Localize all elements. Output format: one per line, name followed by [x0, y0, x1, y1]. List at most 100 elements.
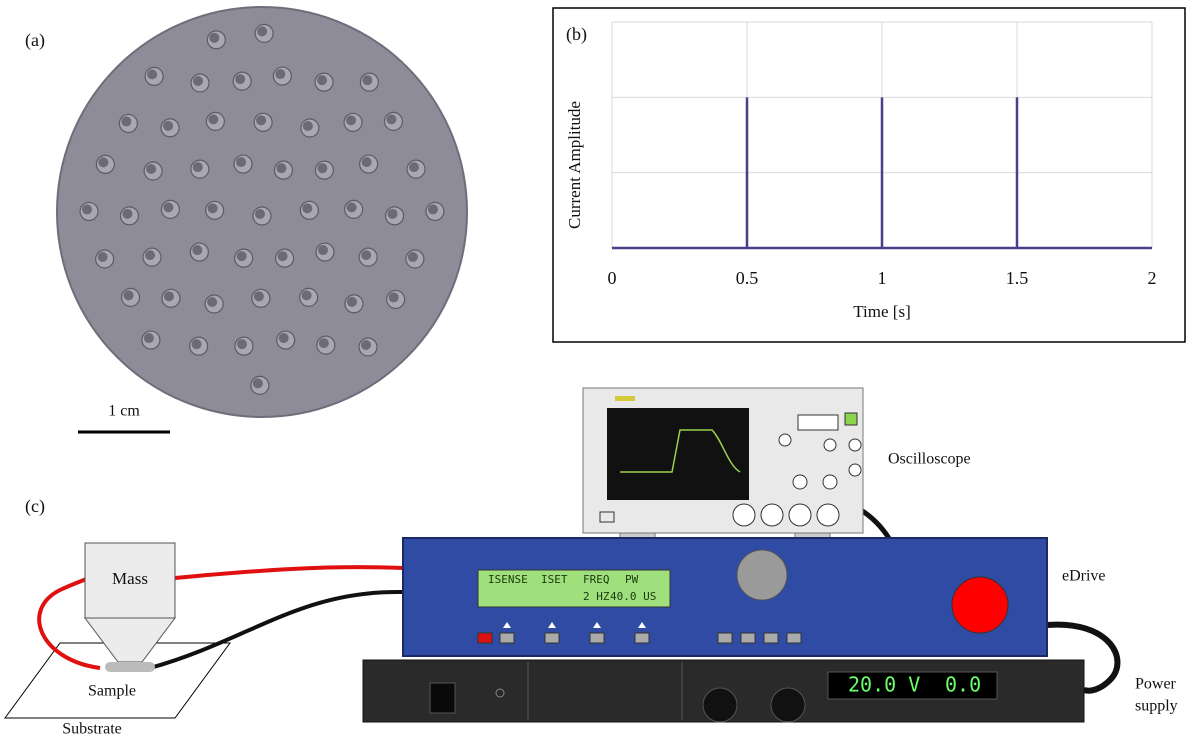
- scope-trace: [620, 429, 741, 473]
- dimple-shadow: [122, 208, 133, 219]
- scope-screen: [607, 408, 749, 500]
- knob: [848, 463, 862, 477]
- dimple-shadow: [346, 296, 357, 307]
- connector: [816, 503, 840, 527]
- dimple-shadow: [207, 203, 218, 214]
- power-supply-label: Power: [1135, 676, 1177, 693]
- x-tick-label: 0: [608, 268, 617, 288]
- button: [477, 632, 493, 644]
- dimple-shadow: [98, 157, 109, 168]
- chart-frame: [552, 7, 1186, 343]
- sample-photo: [56, 6, 468, 418]
- dimple-shadow: [97, 252, 108, 263]
- power-readout: 20.0 V: [848, 673, 920, 697]
- power-display: [827, 671, 998, 700]
- x-tick-label: 1: [878, 268, 887, 288]
- panel-label: (a): [25, 30, 45, 51]
- knob: [792, 474, 808, 490]
- dimple-shadow: [163, 202, 174, 213]
- dimple-shadow: [143, 333, 154, 344]
- arrow: [548, 622, 556, 628]
- dimple-shadow: [387, 208, 398, 219]
- oscilloscope-label: Oscilloscope: [888, 451, 971, 468]
- arrow: [638, 622, 646, 628]
- power-readout: 0.0: [945, 673, 981, 697]
- button: [634, 632, 650, 644]
- knob: [823, 438, 837, 452]
- knob: [736, 549, 788, 601]
- lcd-text: ISET: [541, 573, 568, 586]
- dimple-shadow: [407, 252, 418, 263]
- knob: [848, 438, 862, 452]
- lcd-text: 2 HZ: [583, 590, 610, 603]
- x-tick-label: 1.5: [1006, 268, 1029, 288]
- dimple-shadow: [361, 157, 372, 168]
- dimple-shadow: [146, 164, 157, 175]
- dimple-shadow: [145, 250, 155, 261]
- dimple-shadow: [163, 291, 174, 302]
- x-axis-label: Time [s]: [853, 302, 910, 321]
- pulse-line: [612, 97, 1152, 250]
- dimple-shadow: [302, 121, 313, 131]
- dimple-shadow: [277, 251, 288, 262]
- button: [544, 632, 560, 644]
- lcd-text: PW: [625, 573, 639, 586]
- connector: [732, 503, 756, 527]
- dimple-shadow: [388, 292, 399, 303]
- plot-area: 0 0.5 1 1.5 2: [608, 21, 1157, 288]
- dimple-shadow: [192, 245, 203, 256]
- edrive-display: [477, 569, 671, 608]
- sample: [105, 662, 155, 672]
- button: [844, 412, 858, 426]
- cable: [1046, 621, 1121, 694]
- dimple-shadow: [276, 163, 287, 174]
- dimple-shadow: [317, 75, 328, 86]
- knob: [770, 687, 806, 723]
- connector: [760, 503, 784, 527]
- dimple-shadow: [361, 340, 372, 351]
- substrate-label: Substrate: [62, 721, 122, 738]
- panel-label: (b): [566, 24, 587, 45]
- button: [589, 632, 605, 644]
- cable: [37, 576, 101, 670]
- dimple-shadow: [236, 251, 247, 262]
- x-tick-label: 2: [1148, 268, 1157, 288]
- button: [763, 632, 779, 644]
- dimple-shadow: [236, 157, 247, 168]
- button: [499, 632, 515, 644]
- mass-label: Mass: [112, 569, 148, 588]
- button: [599, 511, 615, 523]
- lcd-text: 40.0 US: [610, 590, 656, 603]
- dimple-shadow: [255, 209, 265, 219]
- knob: [778, 433, 792, 447]
- dimple-shadow: [318, 338, 329, 349]
- dimple-shadow: [252, 378, 263, 389]
- dimple-shadow: [209, 32, 220, 43]
- knob: [822, 474, 838, 490]
- dimple-shadow: [257, 26, 268, 37]
- dimple-shadow: [192, 76, 203, 87]
- arrow: [503, 622, 511, 628]
- dimple-shadow: [191, 339, 202, 350]
- dimple-shadow: [207, 297, 218, 307]
- dimple-shadow: [123, 290, 134, 301]
- indicator: [615, 396, 635, 401]
- power-supply-label: supply: [1135, 698, 1178, 715]
- button: [740, 632, 756, 644]
- dimple-shadow: [362, 75, 373, 86]
- dimple-shadow: [346, 202, 357, 213]
- power-switch: [429, 682, 456, 714]
- led: [495, 688, 505, 698]
- dimple-shadow: [301, 290, 312, 301]
- dimple-shadow: [317, 163, 328, 174]
- dimple-shadow: [275, 69, 286, 80]
- x-tick-label: 0.5: [736, 268, 759, 288]
- dimple-shadow: [253, 291, 264, 302]
- button-panel: [797, 414, 839, 431]
- dimple-shadow: [192, 162, 203, 173]
- dimple-shadow: [302, 203, 313, 214]
- dimple-shadow: [236, 339, 247, 350]
- dimple-shadow: [121, 116, 132, 127]
- sample-label: Sample: [88, 683, 136, 700]
